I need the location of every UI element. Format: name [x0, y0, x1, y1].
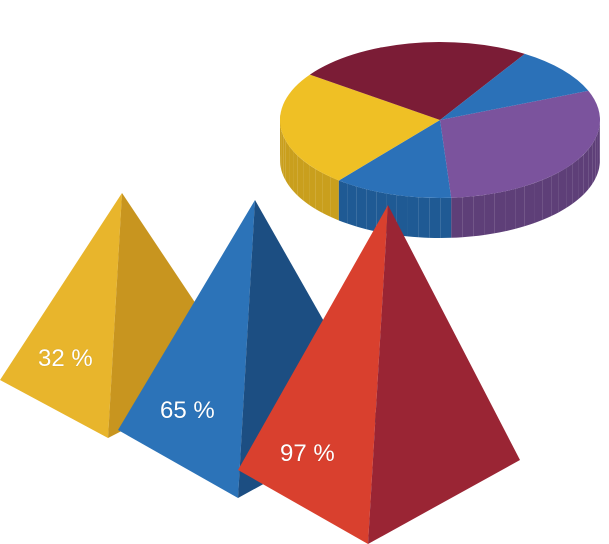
infographic-stage: 32 % 65 % 97 % — [0, 0, 609, 544]
pyramid-value-label: 32 % — [38, 345, 93, 373]
pyramid-value-label: 97 % — [280, 440, 335, 468]
pyramid-value-label: 65 % — [160, 397, 215, 425]
pie-top — [280, 42, 600, 198]
